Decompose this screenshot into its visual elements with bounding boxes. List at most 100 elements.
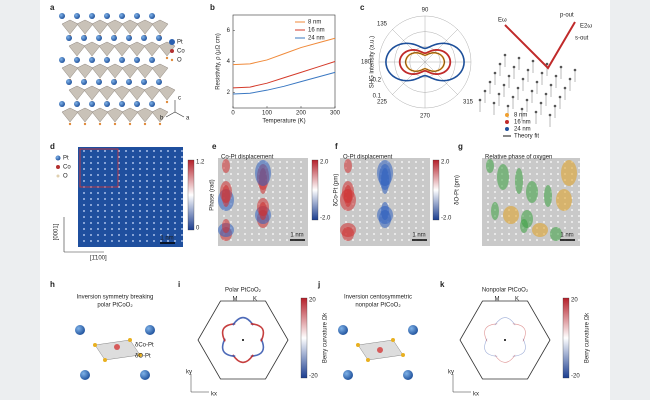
atom-column	[111, 216, 113, 218]
pt-atom	[343, 370, 353, 380]
atom-column	[237, 191, 239, 193]
lattice-node	[488, 80, 492, 84]
blob	[544, 185, 552, 207]
atom-column	[90, 174, 92, 176]
atom-column	[373, 179, 375, 181]
atom-column	[181, 186, 183, 188]
legend-label: 16 nm	[308, 28, 325, 34]
atom-column	[422, 233, 424, 235]
atom-column	[359, 191, 361, 193]
blob	[550, 227, 562, 241]
y-tick-label: 2	[227, 90, 231, 96]
o-atom	[128, 122, 132, 126]
atom-column	[132, 174, 134, 176]
y-tick-label: 6	[227, 28, 231, 34]
atom-column	[578, 239, 580, 241]
atom-column	[415, 233, 417, 235]
atom-column	[359, 233, 361, 235]
fermi-contour	[232, 316, 254, 326]
atom-column	[286, 221, 288, 223]
k-axes	[190, 374, 209, 393]
label: ky	[448, 370, 454, 376]
panel-label: h	[50, 280, 55, 289]
atom-column	[415, 185, 417, 187]
atom-column	[550, 179, 552, 181]
lattice-node	[507, 74, 511, 78]
atom-column	[153, 192, 155, 194]
atom-column	[111, 156, 113, 158]
pt-atom	[156, 79, 162, 85]
atom-column	[118, 216, 120, 218]
blob	[486, 159, 494, 173]
atom-column	[571, 227, 573, 229]
atom-column	[543, 167, 545, 169]
atom-column	[83, 156, 85, 158]
atom-column	[237, 173, 239, 175]
legend-label: 24 nm	[308, 36, 325, 42]
atom-column	[352, 215, 354, 217]
atom-column	[181, 216, 183, 218]
atom-column	[286, 227, 288, 229]
atom-column	[83, 204, 85, 206]
atom-column	[118, 210, 120, 212]
atom-column	[83, 150, 85, 152]
atom-column	[578, 215, 580, 217]
atom-column	[279, 161, 281, 163]
panel-subtitle: nonpolar PtCoO₂	[355, 303, 401, 309]
angle-label: 270	[420, 114, 431, 120]
atom-column	[522, 197, 524, 199]
atom-column	[501, 203, 503, 205]
atom-column	[366, 221, 368, 223]
legend-dot	[505, 127, 509, 131]
atom-column	[293, 227, 295, 229]
atom-column	[286, 185, 288, 187]
blob	[340, 223, 356, 237]
colorbar	[300, 297, 308, 379]
colorbar	[562, 297, 570, 379]
atom-column	[359, 179, 361, 181]
atom-column	[401, 167, 403, 169]
atom-column	[125, 204, 127, 206]
atom-column	[111, 240, 113, 242]
atom-column	[223, 215, 225, 217]
atom-column	[508, 197, 510, 199]
atom-column	[132, 150, 134, 152]
label: Pt	[177, 40, 183, 46]
atom-column	[181, 180, 183, 182]
atom-column	[293, 233, 295, 235]
atom-column	[237, 239, 239, 241]
label: M	[233, 297, 238, 303]
panel-title: Inversion symmetry breaking	[77, 295, 154, 301]
o-atom	[401, 353, 405, 357]
blob	[503, 206, 519, 224]
atom-column	[167, 198, 169, 200]
atom-column	[373, 161, 375, 163]
atom-column	[146, 186, 148, 188]
atom-column	[487, 191, 489, 193]
blob	[515, 168, 523, 194]
atom-column	[160, 222, 162, 224]
atom-column	[230, 239, 232, 241]
legend-label: 8 nm	[514, 113, 527, 119]
atom-column	[279, 239, 281, 241]
atom-column	[146, 204, 148, 206]
atom-column	[167, 228, 169, 230]
atom-column	[160, 186, 162, 188]
pt-atom	[149, 57, 155, 63]
atom-column	[401, 203, 403, 205]
atom-column	[366, 173, 368, 175]
atom-column	[366, 215, 368, 217]
atom-column	[345, 215, 347, 217]
atom-column	[508, 203, 510, 205]
atom-column	[265, 197, 267, 199]
atom-column	[494, 167, 496, 169]
y-axis-title: Resistivity, ρ (μΩ cm)	[216, 33, 222, 90]
lattice-node	[545, 62, 549, 66]
atom-column	[543, 215, 545, 217]
atom-column	[359, 215, 361, 217]
atom-column	[345, 221, 347, 223]
atom-column	[380, 203, 382, 205]
lattice-node	[539, 101, 543, 105]
lattice-node	[483, 89, 487, 93]
atom-column	[394, 209, 396, 211]
